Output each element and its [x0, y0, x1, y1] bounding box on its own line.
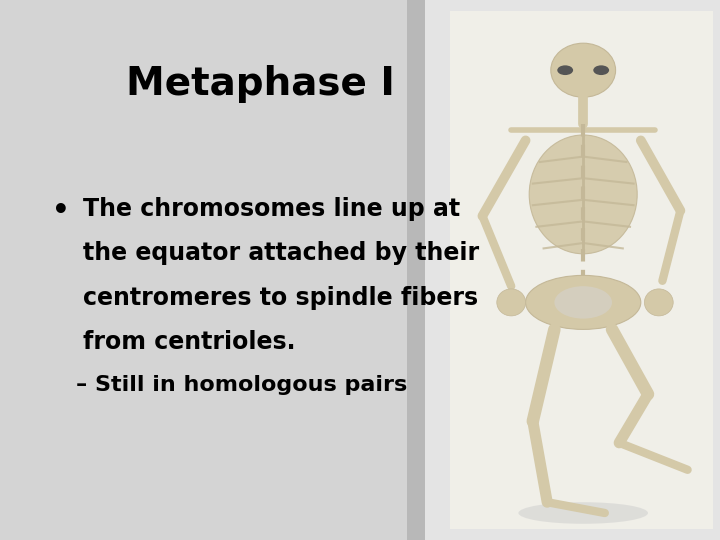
Bar — [407, 0, 425, 540]
Ellipse shape — [497, 289, 526, 316]
Text: Metaphase I: Metaphase I — [126, 65, 395, 103]
Text: •: • — [52, 197, 70, 225]
Ellipse shape — [529, 135, 637, 254]
Text: The chromosomes line up at: The chromosomes line up at — [83, 197, 460, 221]
Ellipse shape — [518, 502, 648, 524]
Text: – Still in homologous pairs: – Still in homologous pairs — [76, 375, 407, 395]
Ellipse shape — [557, 65, 573, 75]
Text: centromeres to spindle fibers: centromeres to spindle fibers — [83, 286, 478, 309]
Bar — [425, 0, 720, 540]
Ellipse shape — [551, 43, 616, 97]
Bar — [450, 11, 713, 529]
Text: from centrioles.: from centrioles. — [83, 330, 295, 354]
Ellipse shape — [644, 289, 673, 316]
Bar — [0, 0, 407, 540]
Ellipse shape — [526, 275, 641, 329]
Ellipse shape — [554, 286, 612, 319]
Text: the equator attached by their: the equator attached by their — [83, 241, 479, 265]
Ellipse shape — [593, 65, 609, 75]
